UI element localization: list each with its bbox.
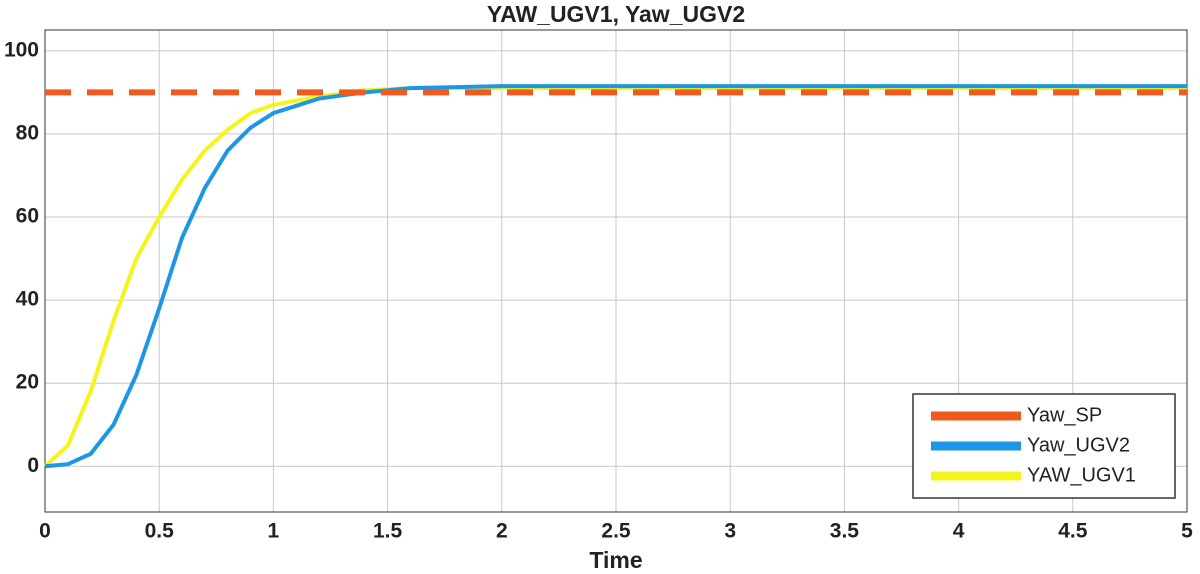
x-tick-label: 1.5 <box>373 520 403 543</box>
legend-label: Yaw_SP <box>1027 404 1102 426</box>
x-axis-label: Time <box>589 547 642 573</box>
y-tick-label: 80 <box>16 121 39 144</box>
series-line <box>44 84 1187 469</box>
x-tick-label: 2.5 <box>601 520 631 543</box>
x-tick-label: 0.5 <box>145 520 175 543</box>
series-line <box>43 86 1187 468</box>
plot-border <box>44 29 1188 513</box>
y-tick-label: 60 <box>16 205 39 228</box>
x-tick-label: 3 <box>724 520 736 543</box>
legend-label: YAW_UGV1 <box>1027 464 1136 486</box>
y-tick-label: 0 <box>27 454 39 477</box>
y-tick-label: 20 <box>16 371 39 394</box>
x-tick-label: 3.5 <box>830 520 860 543</box>
x-tick-label: 4 <box>953 520 965 543</box>
y-tick-label: 40 <box>16 288 39 311</box>
x-tick-label: 0 <box>39 520 51 543</box>
chart-title: YAW_UGV1, Yaw_UGV2 <box>487 1 745 27</box>
x-tick-label: 5 <box>1181 520 1193 543</box>
x-tick-label: 4.5 <box>1058 520 1088 543</box>
x-tick-label: 2 <box>496 520 508 543</box>
x-tick-label: 1 <box>268 520 280 543</box>
legend-label: Yaw_UGV2 <box>1027 434 1130 456</box>
y-tick-label: 100 <box>4 38 39 61</box>
